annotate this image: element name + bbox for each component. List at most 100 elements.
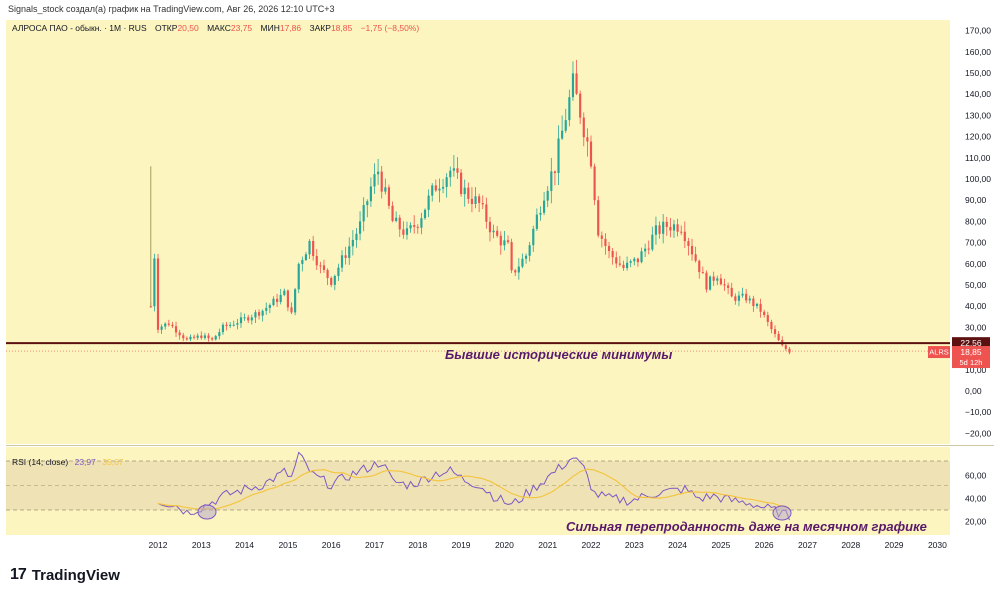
candle — [239, 312, 243, 328]
candle — [333, 274, 336, 291]
tradingview-brand[interactable]: 17 TradingView — [10, 566, 120, 584]
candle — [395, 211, 398, 223]
candle-body — [788, 348, 791, 353]
rsi-legend-ma: 35,67 — [102, 457, 124, 467]
candle — [391, 201, 394, 223]
time-tick-label: 2029 — [885, 540, 904, 550]
candle — [232, 320, 235, 327]
candle — [355, 227, 358, 248]
candle — [708, 275, 712, 291]
candle — [521, 253, 524, 269]
candle-body — [629, 261, 632, 263]
candle — [712, 271, 715, 286]
candle — [503, 231, 506, 251]
candle — [745, 288, 748, 304]
candle-body — [755, 303, 759, 307]
time-tick-label: 2012 — [149, 540, 168, 550]
candle — [550, 157, 553, 204]
time-tick-label: 2020 — [495, 540, 514, 550]
time-scale[interactable]: 2012 2013 2014 2015 2016 2017 2018 2019 2020 2021… — [149, 540, 948, 550]
candle — [286, 289, 289, 312]
candle-body — [622, 264, 625, 269]
candle-body — [564, 120, 567, 131]
candle-body — [708, 276, 712, 290]
candle — [730, 282, 733, 298]
candle-body — [203, 335, 206, 338]
candle-body — [373, 174, 376, 187]
candle-body — [463, 187, 466, 195]
candle — [716, 275, 719, 286]
candle-body — [528, 245, 531, 256]
candle-body — [579, 93, 582, 118]
candle-body — [665, 221, 668, 227]
candle — [319, 261, 322, 274]
price-scale[interactable]: 170,00 160,00 150,00 140,00 130,00 120,00 110,… — [965, 26, 992, 439]
candle — [373, 163, 376, 194]
symbol-legend: АЛРОСА ПАО - обыкн. · 1M · RUS ОТКР20,50… — [12, 23, 419, 33]
candle-body — [275, 298, 279, 302]
candle-body — [236, 323, 239, 325]
candle — [514, 268, 517, 277]
candle — [185, 336, 188, 341]
rsi-ma-line — [157, 468, 790, 510]
candle — [330, 276, 333, 288]
candle — [651, 226, 654, 252]
candle — [478, 193, 481, 213]
candle-body — [517, 266, 520, 273]
candle — [481, 195, 484, 210]
candle-body — [499, 235, 502, 246]
candles-layer[interactable] — [149, 59, 791, 355]
candle — [463, 179, 466, 207]
chart-attribution: Signals_stock создал(а) график на Tradin… — [8, 4, 335, 14]
candle — [193, 334, 196, 340]
rsi-tick-label: 20,00 — [965, 516, 987, 526]
candle — [600, 231, 603, 248]
rsi-scale[interactable]: 60,00 40,00 20,00 — [965, 471, 987, 527]
candle-body — [737, 295, 741, 301]
candle — [633, 257, 636, 266]
price-tick-label: 0,00 — [965, 386, 982, 396]
candle — [167, 319, 170, 327]
candle-body — [734, 296, 737, 301]
candle — [759, 298, 762, 318]
candle — [268, 303, 271, 314]
candle — [748, 295, 751, 304]
candle — [243, 313, 246, 321]
candle-body — [254, 312, 257, 318]
price-tick-label: 110,00 — [965, 153, 991, 163]
candle — [315, 248, 318, 270]
candle — [405, 221, 409, 240]
time-tick-label: 2016 — [322, 540, 341, 550]
candle-body — [196, 335, 199, 338]
candle — [593, 163, 596, 206]
candle — [380, 165, 383, 199]
candle — [546, 186, 549, 208]
candle — [387, 184, 391, 210]
candle-body — [658, 225, 661, 234]
candle-body — [496, 230, 499, 236]
candle — [647, 240, 650, 255]
candle — [203, 332, 206, 340]
candle-body — [351, 239, 354, 247]
candle-body — [211, 338, 214, 340]
candle — [535, 208, 538, 231]
candle — [510, 238, 513, 274]
svg-text:22,56: 22,56 — [960, 338, 982, 348]
candle-body — [607, 245, 611, 252]
candle — [488, 216, 492, 242]
candle-body — [640, 251, 643, 263]
candle — [553, 170, 556, 186]
price-tick-label: 60,00 — [965, 259, 987, 269]
candle-body — [340, 255, 344, 268]
time-tick-label: 2022 — [582, 540, 601, 550]
candle — [431, 183, 434, 202]
candle — [409, 222, 412, 233]
time-scale-background — [6, 535, 994, 552]
candle — [788, 346, 791, 355]
candle-body — [488, 221, 492, 233]
candle-body — [330, 277, 333, 285]
rsi-layer[interactable] — [157, 451, 790, 521]
candle-body — [207, 335, 210, 339]
candle-body — [647, 248, 650, 250]
